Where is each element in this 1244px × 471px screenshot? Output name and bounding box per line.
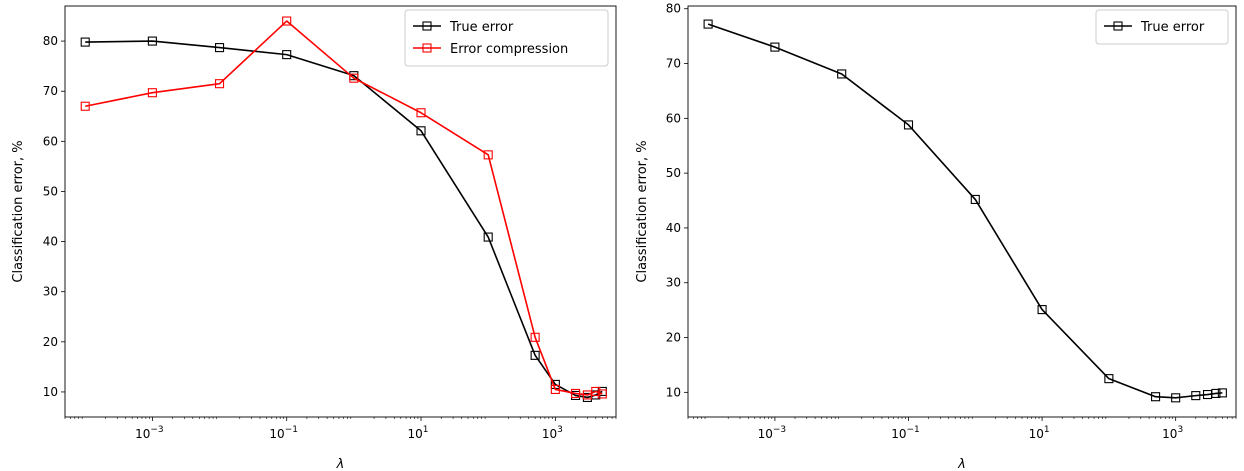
data-point [703, 19, 713, 29]
x-tick-base: 10 [1029, 427, 1044, 441]
x-tick-base: 10 [758, 427, 773, 441]
data-point [349, 73, 359, 83]
x-tick-label: 101 [1029, 425, 1050, 441]
legend-item: Error compression [413, 42, 568, 57]
x-axis-label: λ [336, 457, 345, 471]
y-tick-label: 60 [43, 134, 58, 148]
data-point [1104, 374, 1114, 384]
x-axis-label: λ [957, 457, 966, 471]
series-1 [703, 19, 1227, 403]
x-tick-exponent: −1 [906, 425, 919, 435]
series-2 [80, 16, 607, 400]
x-tick-exponent: −3 [773, 425, 786, 435]
data-point [571, 388, 581, 398]
data-point [416, 108, 426, 118]
x-tick-exponent: 3 [557, 425, 563, 435]
y-tick-label: 80 [43, 34, 58, 48]
y-tick-label: 80 [666, 2, 681, 16]
data-point [214, 79, 225, 89]
x-tick-exponent: −1 [285, 425, 298, 435]
data-point [550, 384, 560, 394]
data-point [530, 332, 540, 342]
y-tick-label: 60 [666, 111, 681, 125]
x-tick-base: 10 [891, 427, 906, 441]
x-tick-base: 10 [135, 427, 150, 441]
legend-marker [422, 43, 432, 53]
legend-box [1095, 9, 1229, 45]
data-point [903, 120, 914, 130]
y-tick-label: 70 [666, 57, 681, 71]
legend-item: True error [1104, 20, 1205, 35]
data-point [282, 50, 292, 60]
data-point [770, 42, 780, 52]
data-point [80, 101, 90, 111]
x-tick-base: 10 [269, 427, 284, 441]
x-tick-exponent: −3 [150, 425, 163, 435]
chart-panel-2: 10−3 10−1 101 1031020304050607080λClassific… [635, 2, 1237, 471]
x-tick-base: 10 [408, 427, 423, 441]
y-tick-label: 70 [43, 84, 58, 98]
data-point [591, 386, 601, 396]
data-point [1217, 388, 1227, 398]
data-point [1191, 391, 1201, 401]
series-line [85, 40, 603, 399]
data-point [147, 88, 157, 98]
x-tick-base: 10 [1162, 427, 1177, 441]
data-point [837, 69, 847, 79]
legend-label: True error [1140, 20, 1205, 35]
legend-item: True error [413, 20, 514, 35]
x-tick-label: 103 [542, 425, 563, 441]
legend-box [404, 9, 609, 67]
legend-label: True error [449, 20, 514, 35]
data-point [282, 16, 292, 26]
chart-panel-1: 10−3 10−1 101 1031020304050607080λClassific… [11, 5, 617, 471]
y-tick-label: 40 [43, 235, 58, 249]
data-point [80, 37, 90, 47]
data-point [1211, 388, 1221, 398]
legend-marker [1113, 21, 1123, 31]
data-point [597, 389, 607, 399]
legend-label: Error compression [450, 42, 568, 57]
series-line [85, 20, 603, 396]
x-tick-label: 10−1 [269, 425, 298, 441]
data-point [530, 350, 540, 360]
legend-marker [422, 21, 432, 31]
y-tick-label: 20 [43, 335, 58, 349]
x-tick-exponent: 3 [1177, 425, 1183, 435]
y-tick-label: 40 [666, 221, 681, 235]
y-axis-label: Classification error, % [11, 140, 26, 282]
x-tick-exponent: 1 [1044, 425, 1050, 435]
y-tick-label: 30 [43, 285, 58, 299]
data-point [970, 194, 980, 204]
data-point [1037, 305, 1047, 315]
y-tick-label: 50 [666, 166, 681, 180]
x-tick-exponent: 1 [423, 425, 429, 435]
data-point [483, 232, 493, 242]
x-tick-label: 10−1 [891, 425, 920, 441]
plot-frame [687, 5, 1237, 418]
x-tick-label: 10−3 [758, 425, 787, 441]
x-tick-label: 101 [408, 425, 429, 441]
series-line [707, 23, 1223, 399]
y-tick-label: 10 [666, 385, 681, 399]
x-tick-base: 10 [542, 427, 557, 441]
data-point [214, 43, 225, 53]
x-tick-label: 10−3 [135, 425, 164, 441]
x-tick-label: 103 [1162, 425, 1183, 441]
data-point [147, 36, 157, 46]
data-point [416, 126, 426, 136]
data-point [483, 150, 493, 160]
y-axis-label: Classification error, % [635, 140, 650, 282]
data-point [1171, 393, 1181, 403]
y-tick-label: 50 [43, 184, 58, 198]
y-tick-label: 10 [43, 385, 58, 399]
legend: True error [1095, 9, 1229, 45]
legend: True error Error compression [404, 9, 609, 67]
plot-frame [64, 5, 617, 418]
y-tick-label: 20 [666, 331, 681, 345]
y-tick-label: 30 [666, 276, 681, 290]
data-point [1151, 392, 1161, 402]
